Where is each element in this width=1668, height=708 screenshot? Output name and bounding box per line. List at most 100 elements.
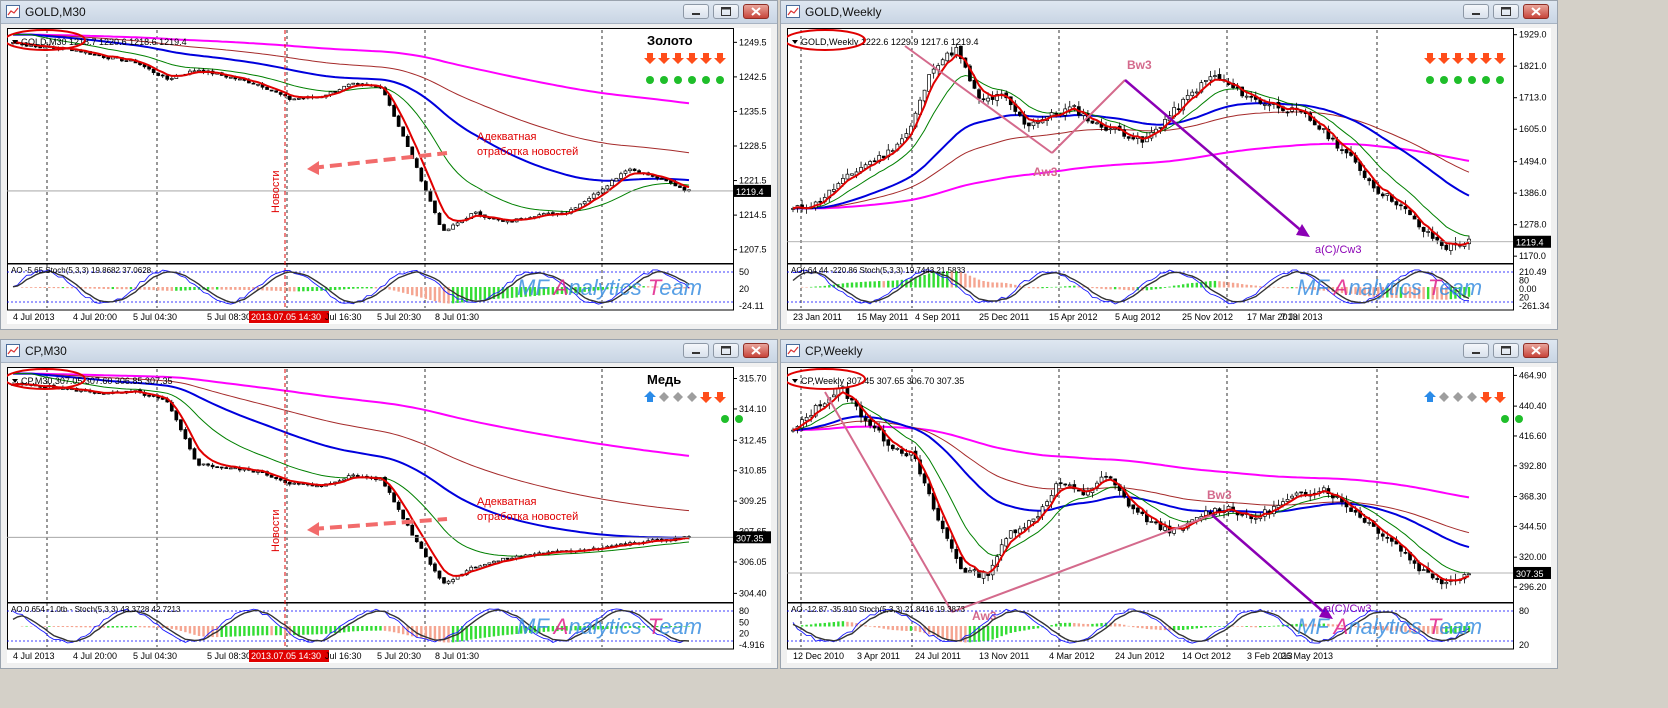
- candle-body: [473, 211, 478, 214]
- candle-body: [922, 473, 927, 484]
- ao-histogram-bar: [665, 286, 668, 288]
- ao-histogram-bar: [538, 287, 541, 296]
- ao-histogram-bar: [374, 626, 378, 631]
- candle-body: [1176, 108, 1181, 111]
- price-axis-label: 1228.5: [739, 141, 767, 151]
- close-button[interactable]: [1523, 4, 1549, 19]
- candle-body: [632, 168, 637, 172]
- price-axis-label: 1249.5: [739, 37, 767, 47]
- symbol-highlight-ellipse: [787, 29, 866, 51]
- dropdown-icon[interactable]: [792, 379, 798, 383]
- candle-body: [451, 224, 455, 230]
- ao-histogram-bar: [547, 626, 550, 632]
- close-button[interactable]: [1523, 343, 1549, 358]
- ao-histogram-bar: [597, 287, 600, 291]
- ao-histogram-bar: [220, 626, 223, 638]
- wave-b-line: [1051, 79, 1126, 154]
- chart-window-cp-weekly[interactable]: CP,Weekly CP,Weekly 307.45 307.65 306.70…: [780, 339, 1558, 669]
- candle-body: [922, 89, 927, 102]
- chart-window-cp-m30[interactable]: CP,M30 CP,M30 307.05 307.60 306.85 307.3…: [0, 339, 778, 669]
- fast-ema-line: [792, 53, 1470, 246]
- candle-body: [1131, 504, 1136, 510]
- ao-histogram-bar: [170, 626, 173, 629]
- ao-histogram-bar: [225, 287, 228, 290]
- window-titlebar[interactable]: GOLD,Weekly: [781, 1, 1557, 24]
- chart-area[interactable]: GOLD,M30 1218.7 1220.6 1218.6 1219.4 1249…: [7, 28, 771, 324]
- candle-body: [410, 524, 415, 536]
- ao-histogram-bar: [1050, 625, 1053, 627]
- window-titlebar[interactable]: CP,Weekly: [781, 340, 1557, 363]
- ao-histogram-bar: [1454, 626, 1457, 634]
- candle-body: [619, 173, 623, 179]
- fast-ema-line: [12, 41, 690, 222]
- maximize-button[interactable]: [1493, 343, 1519, 358]
- close-button[interactable]: [743, 4, 769, 19]
- maximize-button[interactable]: [713, 4, 739, 19]
- ao-histogram-bar: [950, 626, 953, 641]
- indicator-header: AO(-64.44 -220.86 Stoch(5,3,3) 19.7443 2…: [791, 266, 966, 275]
- candle-body: [831, 394, 836, 398]
- dropdown-icon[interactable]: [12, 40, 18, 44]
- ao-histogram-bar: [488, 287, 491, 300]
- minimize-button[interactable]: [1463, 343, 1489, 358]
- chart-area[interactable]: CP,Weekly 307.45 307.65 306.70 307.35 464…: [787, 367, 1551, 663]
- price-axis-label: 309.25: [739, 496, 767, 506]
- indicator-axis-label: 80: [739, 606, 749, 616]
- ao-histogram-bar: [57, 287, 60, 289]
- ao-histogram-bar: [1222, 281, 1226, 288]
- ao-histogram-bar: [542, 626, 546, 632]
- ao-histogram-bar: [1018, 626, 1022, 632]
- time-axis-label: 17 Mar 2013: [1247, 312, 1298, 322]
- window-titlebar[interactable]: CP,M30: [1, 340, 777, 363]
- ao-histogram-bar: [52, 626, 56, 627]
- ao-histogram-bar: [1426, 626, 1430, 634]
- ao-histogram-bar: [1363, 626, 1366, 629]
- chart-window-icon: [6, 344, 20, 357]
- ao-histogram-bar: [88, 626, 92, 628]
- candle-body: [1190, 91, 1195, 96]
- ao-histogram-bar: [850, 622, 854, 627]
- candle-body: [682, 186, 687, 191]
- candle-body: [1444, 581, 1449, 585]
- minimize-button[interactable]: [683, 4, 709, 19]
- indicator-axis-label: -261.34: [1519, 301, 1550, 311]
- ao-histogram-bar: [660, 626, 663, 628]
- maximize-button[interactable]: [713, 343, 739, 358]
- chart-window-gold-weekly[interactable]: GOLD,Weekly GOLD,Weekly 1222.6 1229.9 12…: [780, 0, 1558, 330]
- candle-body: [1435, 236, 1440, 241]
- chart-window-gold-m30[interactable]: GOLD,M30 GOLD,M30 1218.7 1220.6 1218.6 1…: [0, 0, 778, 330]
- ao-histogram-bar: [229, 626, 232, 637]
- dropdown-icon[interactable]: [12, 379, 18, 383]
- candle-body: [904, 133, 909, 138]
- candle-body: [1095, 122, 1099, 125]
- chart-area[interactable]: CP,M30 307.05 307.60 306.85 307.35 315.70…: [7, 367, 771, 663]
- ao-histogram-bar: [1095, 287, 1099, 289]
- candle-body: [1022, 527, 1027, 530]
- ao-histogram-bar: [1309, 287, 1312, 290]
- moving-average-line: [13, 373, 690, 512]
- candle-body: [455, 222, 460, 226]
- window-titlebar[interactable]: GOLD,M30: [1, 1, 777, 24]
- minimize-button[interactable]: [1463, 4, 1489, 19]
- ao-histogram-bar: [1082, 286, 1085, 288]
- ao-histogram-bar: [918, 276, 922, 288]
- minimize-button[interactable]: [683, 343, 709, 358]
- maximize-button[interactable]: [1493, 4, 1519, 19]
- candle-body: [83, 51, 88, 54]
- price-axis-label: 1494.0: [1519, 157, 1547, 167]
- stochastic-signal-line: [12, 609, 690, 643]
- blue-up-arrow-icon: [1424, 391, 1436, 402]
- price-axis-label: 1242.5: [739, 72, 767, 82]
- candle-body: [219, 466, 224, 469]
- close-icon: [1531, 7, 1541, 16]
- ao-histogram-bar: [968, 626, 972, 643]
- chart-area[interactable]: GOLD,Weekly 1222.6 1229.9 1217.6 1219.4 1…: [787, 28, 1551, 324]
- maximize-icon: [1501, 7, 1511, 16]
- dropdown-icon[interactable]: [792, 40, 798, 44]
- ao-histogram-bar: [474, 626, 477, 639]
- close-button[interactable]: [743, 343, 769, 358]
- ao-histogram-bar: [619, 626, 623, 629]
- candle-body: [487, 562, 492, 565]
- moving-average-line: [792, 102, 1470, 210]
- ao-histogram-bar: [1322, 287, 1326, 291]
